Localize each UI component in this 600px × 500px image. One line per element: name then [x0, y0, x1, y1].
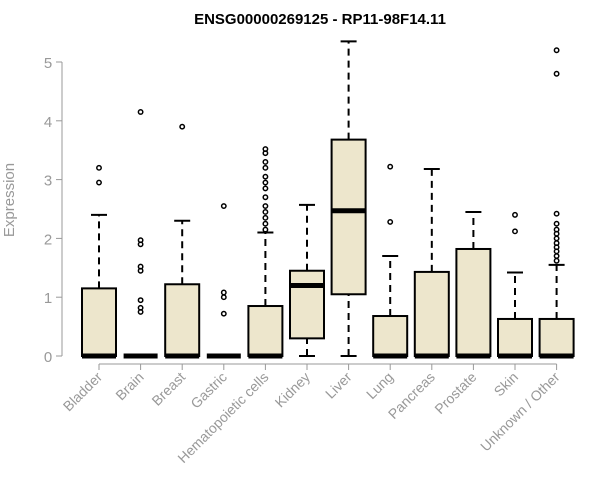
- chart-title: ENSG00000269125 - RP11-98F14.11: [194, 11, 446, 28]
- outlier-point: [553, 47, 560, 54]
- boxes-group: [81, 40, 575, 359]
- y-tick-label: 5: [44, 55, 52, 72]
- outlier-point: [553, 240, 560, 247]
- box-unknown-other: [538, 47, 575, 359]
- outlier-point: [262, 208, 269, 215]
- x-tick-label: Breast: [148, 369, 188, 409]
- y-tick-label: 0: [44, 349, 52, 366]
- box-body: [497, 317, 533, 357]
- outlier-point: [262, 214, 269, 221]
- outlier-point: [262, 173, 269, 180]
- outlier-point: [553, 235, 560, 242]
- box-body: [164, 283, 201, 358]
- x-tick-label: Lung: [363, 369, 396, 402]
- box-brain: [123, 109, 158, 359]
- y-tick-label: 3: [44, 173, 52, 190]
- outlier-point: [137, 237, 144, 244]
- x-tick-label: Skin: [491, 369, 522, 400]
- outlier-point: [553, 257, 560, 264]
- y-axis-label: Expression: [1, 163, 18, 237]
- x-tick-label: Unknown / Other: [477, 369, 563, 455]
- outlier-point: [553, 220, 560, 227]
- x-tick-label: Prostate: [431, 369, 479, 417]
- box-bladder: [81, 164, 117, 359]
- y-tick-label: 1: [44, 290, 52, 307]
- outlier-point: [137, 109, 144, 115]
- box-body: [372, 315, 409, 357]
- x-tick-label: Liver: [322, 369, 355, 402]
- x-tick-label: Kidney: [272, 369, 314, 411]
- outlier-point: [512, 228, 518, 235]
- box-body: [81, 287, 117, 358]
- outlier-point: [262, 179, 269, 186]
- outlier-point: [512, 211, 518, 218]
- outlier-point: [179, 123, 186, 130]
- outlier-point: [262, 146, 269, 152]
- outlier-point: [137, 263, 144, 270]
- y-axis: 0 1 2 3 4 5: [44, 55, 63, 366]
- outlier-point: [220, 294, 227, 301]
- box-body: [289, 269, 325, 340]
- box-body: [455, 247, 492, 357]
- outlier-point: [96, 164, 102, 171]
- box-breast: [164, 123, 201, 359]
- outlier-point: [262, 159, 269, 165]
- outlier-point: [220, 203, 227, 210]
- x-tick-label: Brain: [112, 369, 146, 403]
- outlier-point: [553, 226, 560, 233]
- box-body: [330, 138, 367, 296]
- box-body: [413, 270, 450, 357]
- outlier-point: [262, 226, 269, 233]
- box-body: [538, 317, 575, 357]
- box-prostate: [455, 210, 492, 359]
- box-gastric: [206, 203, 241, 359]
- y-tick-label: 4: [44, 114, 52, 131]
- outlier-point: [262, 164, 269, 171]
- box-liver: [330, 40, 367, 357]
- box-pancreas: [413, 168, 450, 359]
- box-hematopoietic-cells: [247, 146, 284, 359]
- outlier-point: [553, 210, 560, 217]
- y-tick-label: 2: [44, 231, 52, 248]
- box-kidney: [289, 203, 325, 357]
- outlier-point: [220, 289, 227, 296]
- outlier-point: [387, 163, 394, 170]
- outlier-point: [553, 253, 560, 259]
- outlier-point: [262, 220, 269, 227]
- outlier-point: [220, 310, 227, 317]
- box-body: [247, 305, 284, 357]
- outlier-point: [262, 185, 269, 192]
- box-skin: [497, 211, 533, 359]
- outlier-point: [96, 179, 102, 186]
- outlier-point: [137, 297, 144, 304]
- outlier-point: [137, 304, 144, 311]
- box-lung: [372, 163, 409, 359]
- x-tick-label: Bladder: [60, 369, 106, 415]
- outlier-point: [553, 70, 560, 77]
- outlier-point: [387, 218, 394, 225]
- outlier-point: [262, 194, 269, 201]
- outlier-point: [262, 203, 269, 210]
